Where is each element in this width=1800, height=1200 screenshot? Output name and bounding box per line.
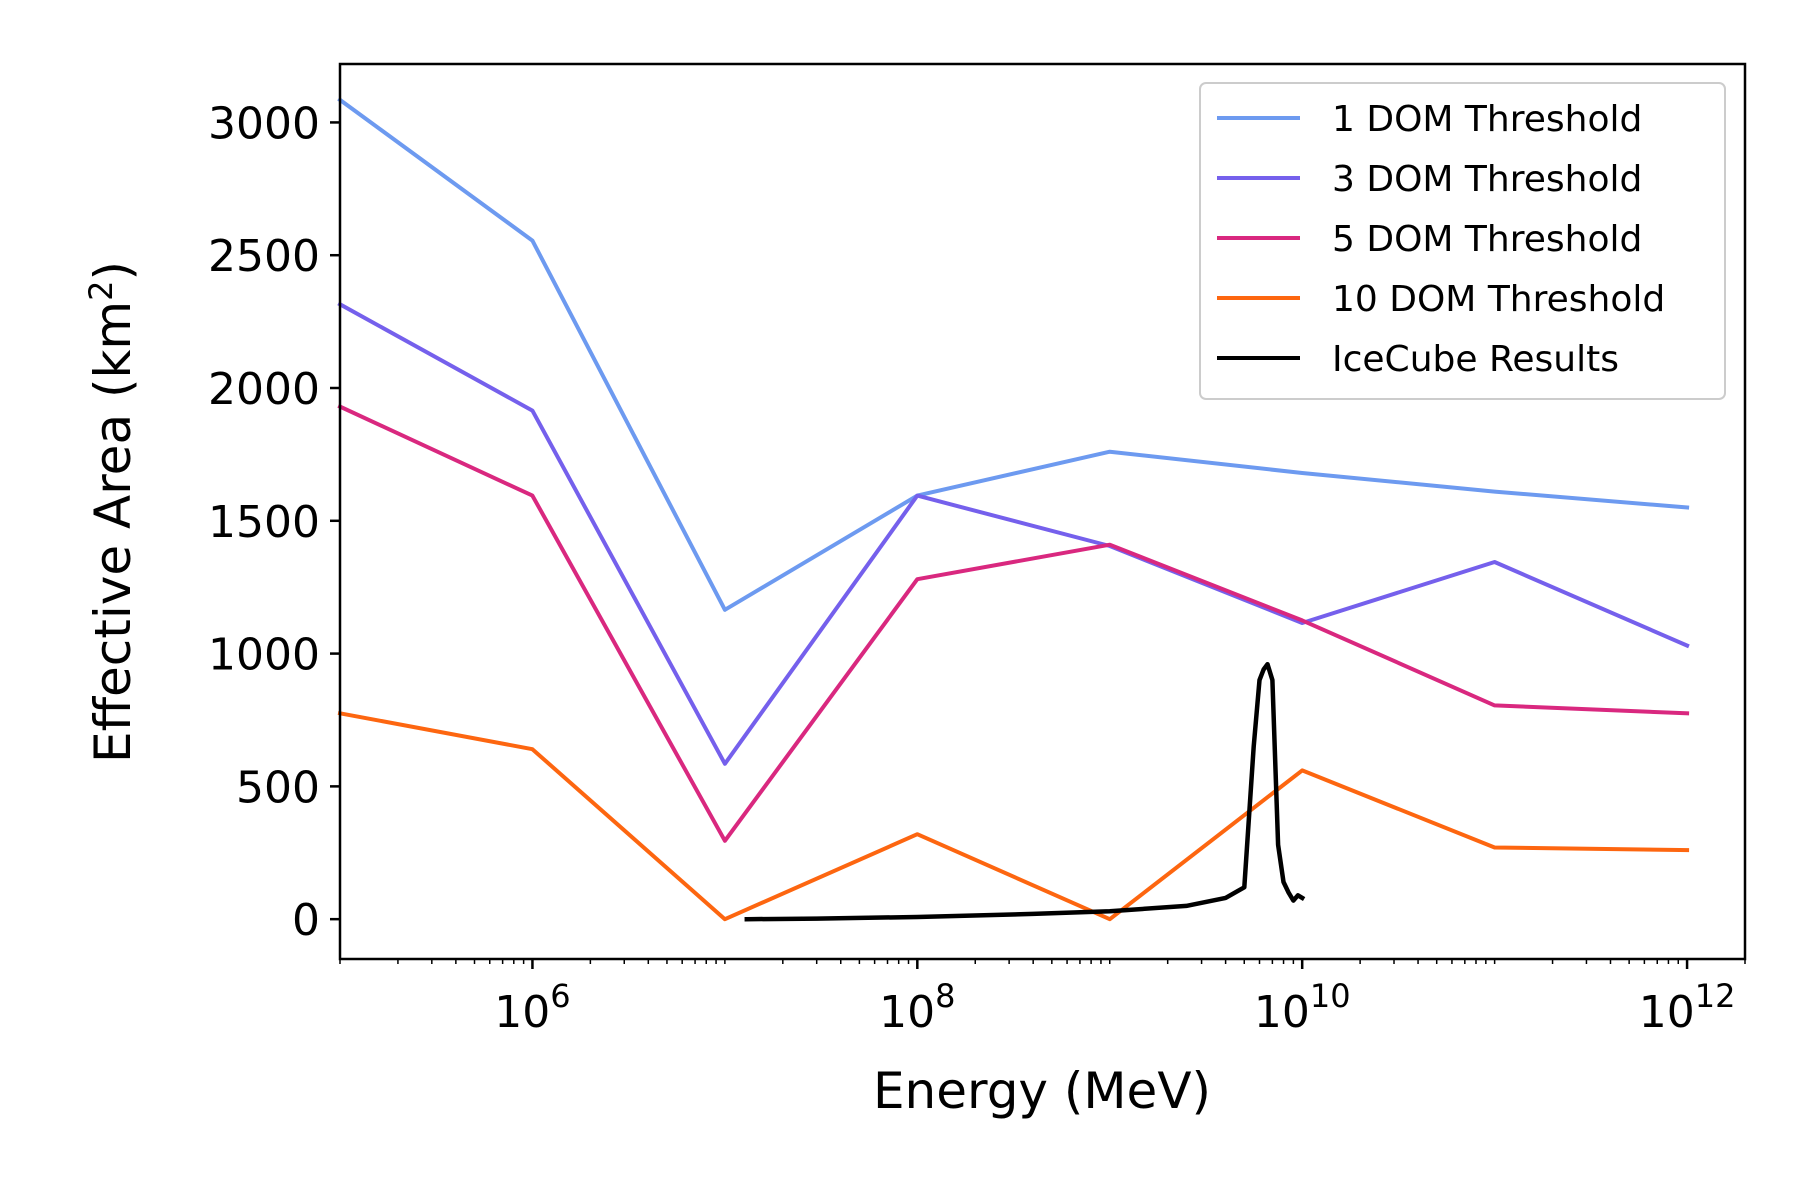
- series-line-2: [337, 403, 1690, 843]
- series-line-3: [337, 710, 1690, 922]
- x-tick-label: 106: [494, 977, 570, 1038]
- x-axis: 106 108 1010 1012: [339, 959, 1746, 1038]
- series-line-4: [744, 661, 1306, 922]
- legend-label: 5 DOM Threshold: [1332, 219, 1642, 260]
- legend-label: 3 DOM Threshold: [1332, 159, 1642, 200]
- x-tick-label: 108: [879, 977, 955, 1038]
- y-axis-title: Effective Area (km2): [82, 261, 142, 763]
- series-line-1: [337, 301, 1690, 766]
- plot-frame: [338, 62, 1747, 961]
- x-tick-label: 1010: [1254, 977, 1351, 1038]
- legend-label: 10 DOM Threshold: [1332, 279, 1665, 320]
- y-tick-label: 3000: [208, 98, 320, 149]
- series-line-0: [337, 97, 1690, 612]
- y-tick-label: 1000: [208, 630, 320, 681]
- x-axis-title: Energy (MeV): [873, 1062, 1211, 1120]
- y-tick-label: 1500: [208, 497, 320, 548]
- y-tick-label: 2500: [208, 231, 320, 282]
- y-tick-label: 0: [292, 895, 320, 946]
- legend-label: 1 DOM Threshold: [1332, 99, 1642, 140]
- x-tick-label: 1012: [1639, 977, 1736, 1038]
- legend-label: IceCube Results: [1332, 339, 1619, 380]
- y-tick-label: 500: [236, 762, 320, 813]
- legend: 1 DOM Threshold 3 DOM Threshold 5 DOM Thre…: [1199, 82, 1726, 400]
- y-tick-label: 2000: [208, 364, 320, 415]
- y-axis: 0 500 1000 1500 2000 2500 3000: [208, 98, 340, 946]
- series-layer: [337, 97, 1690, 922]
- legend-box: [1199, 82, 1726, 400]
